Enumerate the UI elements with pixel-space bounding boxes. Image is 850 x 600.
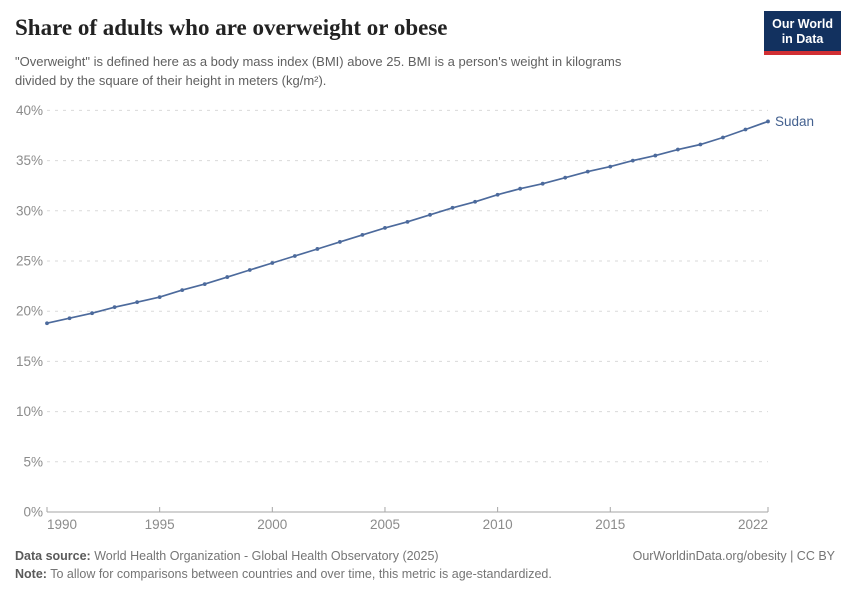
data-point-2009[interactable] [473,199,477,204]
data-point-1997[interactable] [202,282,207,286]
data-point-2013[interactable] [563,175,568,180]
data-point-1996[interactable] [180,288,185,293]
data-point-2014[interactable] [585,169,590,174]
chart-footer: Data source: World Health Organization -… [15,547,835,583]
data-point-2016[interactable] [630,158,635,163]
data-point-2021[interactable] [743,127,748,132]
x-tick-label-1990: 1990 [47,517,77,532]
data-point-2006[interactable] [405,219,410,224]
data-point-1991[interactable] [67,316,72,321]
y-tick-label-25%: 25% [16,254,43,269]
subtitle-line-1: "Overweight" is defined here as a body m… [15,54,622,69]
y-tick-label-20%: 20% [16,304,43,319]
data-point-1994[interactable] [135,300,140,305]
data-point-2019[interactable] [698,142,703,147]
data-point-2008[interactable] [450,205,455,210]
x-tick-label-1995: 1995 [145,517,175,532]
data-point-2004[interactable] [360,232,365,237]
data-source-label: Data source: [15,549,91,563]
data-point-2020[interactable] [721,135,725,140]
logo-line-1: Our World [772,17,833,31]
page-title: Share of adults who are overweight or ob… [15,15,448,40]
data-source-text: World Health Organization - Global Healt… [90,549,439,563]
y-tick-label-30%: 30% [16,203,43,218]
note-text: To allow for comparisons between countri… [46,567,552,581]
x-tick-label-2010: 2010 [483,517,513,532]
data-point-2017[interactable] [653,153,658,158]
data-point-2007[interactable] [428,212,432,217]
y-tick-label-40%: 40% [16,103,43,118]
data-point-1998[interactable] [225,275,230,279]
logo-line-2: in Data [781,32,824,46]
data-point-1995[interactable] [157,295,162,300]
data-point-2018[interactable] [675,147,680,152]
y-tick-label-15%: 15% [16,354,43,369]
data-point-1993[interactable] [112,305,117,310]
note-label: Note: [15,567,47,581]
data-point-2002[interactable] [315,247,320,251]
y-tick-label-10%: 10% [16,404,43,419]
chart-subtitle: "Overweight" is defined here as a body m… [15,52,745,90]
data-point-2005[interactable] [383,225,387,230]
data-source-line: Data source: World Health Organization -… [15,547,439,565]
x-tick-label-2005: 2005 [370,517,400,532]
note-line: Note: To allow for comparisons between c… [15,565,835,583]
entity-label-sudan[interactable]: Sudan [775,114,814,129]
y-tick-label-5%: 5% [23,454,43,469]
data-point-1999[interactable] [247,268,252,272]
data-point-1990[interactable] [45,321,49,326]
y-tick-label-35%: 35% [16,153,43,168]
owid-license-link[interactable]: OurWorldinData.org/obesity | CC BY [632,549,835,563]
subtitle-line-2: divided by the square of their height in… [15,73,327,88]
x-tick-label-2015: 2015 [595,517,625,532]
data-point-2012[interactable] [540,181,545,186]
x-tick-label-2022: 2022 [738,517,768,532]
data-point-2022[interactable] [766,119,770,124]
data-point-2010[interactable] [495,192,500,197]
owid-logo[interactable]: Our World in Data [764,11,841,55]
data-point-1992[interactable] [90,311,94,316]
data-point-2000[interactable] [270,261,275,265]
x-tick-label-2000: 2000 [257,517,287,532]
line-chart-area[interactable]: 0% 5% 10% 15% 20% 25% 30% 35% 40% 1990 1995 2000 200… [0,95,850,550]
y-tick-label-0%: 0% [23,505,43,520]
data-point-2011[interactable] [518,186,523,191]
data-point-2003[interactable] [338,240,342,244]
data-point-2015[interactable] [608,164,613,169]
data-point-2001[interactable] [292,254,297,258]
